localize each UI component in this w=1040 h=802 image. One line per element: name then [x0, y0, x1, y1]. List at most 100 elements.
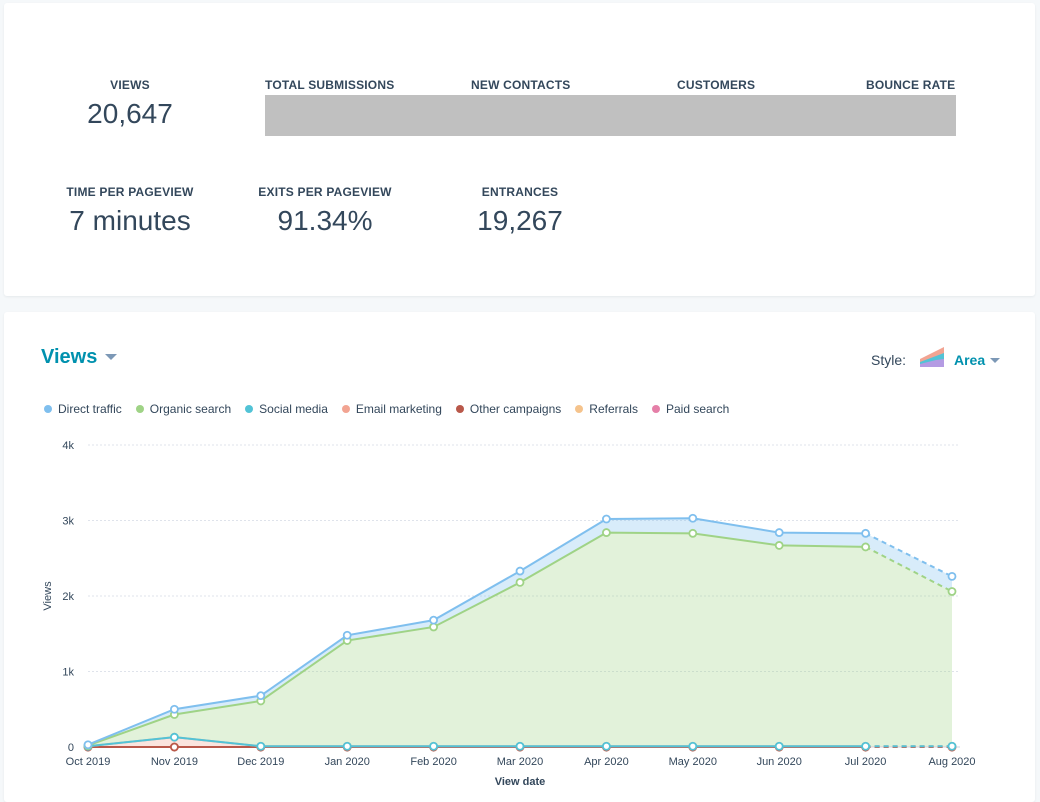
- x-tick-label: Jan 2020: [325, 756, 370, 768]
- kpi-entrances-label: ENTRANCES: [481, 185, 559, 199]
- kpi-views[interactable]: VIEWS 20,647: [80, 78, 180, 130]
- kpi-exits-per-pageview[interactable]: EXITS PER PAGEVIEW 91.34%: [255, 185, 395, 237]
- chevron-down-icon[interactable]: [105, 354, 117, 360]
- x-tick-label: Apr 2020: [584, 756, 629, 768]
- point-social-media: [688, 741, 698, 751]
- kpi-bounce-rate-label[interactable]: BOUNCE RATE: [866, 78, 956, 92]
- point-organic-search: [861, 542, 870, 552]
- point-direct-traffic: [602, 514, 611, 524]
- x-tick-label: May 2020: [669, 756, 717, 768]
- kpi-exits-per-pageview-value: 91.34%: [277, 205, 373, 236]
- point-social-media: [342, 741, 352, 751]
- kpi-summary-card: VIEWS 20,647 TOTAL SUBMISSIONS NEW CONTA…: [4, 3, 1035, 296]
- line-organic-search: [87, 531, 866, 747]
- point-direct-traffic: [169, 704, 179, 714]
- x-axis-title: View date: [495, 776, 546, 788]
- point-social-media: [602, 741, 611, 751]
- x-tick-label: Jul 2020: [845, 756, 887, 768]
- point-social-media: [947, 741, 957, 751]
- chart-legend: Direct traffic Organic search Social media…: [44, 402, 743, 416]
- point-organic-search: [515, 578, 525, 587]
- chevron-down-icon[interactable]: [990, 358, 1000, 363]
- point-organic-search: [774, 541, 784, 550]
- legend-dot-icon: [245, 405, 254, 413]
- legend-dot-icon: [575, 405, 584, 413]
- legend-dot-icon: [135, 405, 144, 413]
- point-direct-traffic: [515, 566, 525, 576]
- chart-title-dropdown[interactable]: Views: [41, 346, 98, 368]
- redacted-values-bar: [265, 95, 956, 136]
- area-direct-traffic: [88, 518, 952, 746]
- kpi-total-submissions-label[interactable]: TOTAL SUBMISSIONS: [265, 78, 395, 92]
- legend-item[interactable]: Direct traffic: [44, 402, 122, 416]
- kpi-entrances-value: 19,267: [477, 205, 563, 236]
- kpi-views-value: 20,647: [87, 98, 173, 129]
- kpi-customers-label[interactable]: CUSTOMERS: [677, 78, 756, 92]
- kpi-views-label: VIEWS: [110, 78, 150, 92]
- x-tick-label: Aug 2020: [928, 756, 975, 768]
- kpi-time-per-pageview[interactable]: TIME PER PAGEVIEW 7 minutes: [60, 185, 200, 237]
- legend-dot-icon: [44, 405, 52, 413]
- kpi-new-contacts-label[interactable]: NEW CONTACTS: [471, 78, 571, 92]
- legend-dot-icon: [455, 405, 464, 413]
- style-label: Style:: [871, 352, 907, 368]
- point-direct-traffic: [688, 513, 698, 523]
- line-organic-search-projection: [865, 546, 953, 593]
- style-dropdown[interactable]: Area: [954, 352, 986, 368]
- area-chart-icon[interactable]: [918, 345, 946, 369]
- legend-item[interactable]: Social media: [245, 402, 328, 416]
- point-social-media: [774, 741, 784, 751]
- line-social-media: [87, 736, 866, 748]
- legend-label: Social media: [259, 402, 328, 416]
- kpi-exits-per-pageview-label: EXITS PER PAGEVIEW: [258, 185, 392, 199]
- point-direct-traffic: [429, 615, 439, 625]
- point-social-media: [169, 732, 179, 742]
- legend-item[interactable]: Organic search: [135, 402, 232, 416]
- point-other-campaigns: [169, 742, 179, 752]
- point-direct-traffic: [83, 740, 93, 750]
- y-tick-label: 2k: [62, 591, 74, 603]
- point-organic-search: [947, 587, 957, 596]
- kpi-entrances[interactable]: ENTRANCES 19,267: [450, 185, 590, 237]
- point-organic-search: [688, 528, 698, 538]
- x-tick-label: Oct 2019: [66, 756, 111, 768]
- point-social-media: [429, 741, 439, 751]
- point-direct-traffic: [774, 528, 784, 537]
- x-tick-label: Feb 2020: [410, 756, 456, 768]
- point-organic-search: [602, 528, 611, 537]
- legend-label: Referrals: [589, 402, 638, 416]
- x-tick-label: Jun 2020: [757, 756, 802, 768]
- y-tick-label: 0: [68, 742, 74, 754]
- legend-label: Organic search: [149, 402, 232, 416]
- x-tick-label: Dec 2019: [237, 756, 284, 768]
- point-direct-traffic: [342, 630, 352, 640]
- y-axis-title: Views: [42, 581, 54, 611]
- point-direct-traffic: [947, 571, 957, 581]
- x-tick-label: Mar 2020: [497, 756, 543, 768]
- point-direct-traffic: [861, 528, 870, 538]
- y-tick-label: 4k: [62, 440, 74, 452]
- y-tick-label: 1k: [62, 667, 74, 679]
- legend-item[interactable]: Referrals: [575, 402, 638, 416]
- y-tick-label: 3k: [62, 516, 74, 528]
- legend-label: Other campaigns: [469, 402, 562, 416]
- legend-label: Paid search: [665, 402, 730, 416]
- views-area-chart: 0 1k 2k 3k 4k Oct 2019 Nov 2019 Dec 2019 Jan 202…: [42, 440, 976, 788]
- area-organic-search: [88, 532, 952, 747]
- x-tick-label: Nov 2019: [151, 756, 198, 768]
- kpi-time-per-pageview-value: 7 minutes: [69, 205, 191, 236]
- legend-dot-icon: [341, 405, 350, 413]
- legend-label: Direct traffic: [58, 402, 122, 416]
- point-direct-traffic: [256, 691, 266, 701]
- point-social-media: [515, 741, 525, 751]
- line-direct-traffic: [87, 517, 866, 746]
- views-chart-card: Views Style: Area Direct traffic Organic …: [4, 312, 1035, 802]
- legend-item[interactable]: Paid search: [651, 402, 730, 416]
- point-social-media: [256, 741, 266, 751]
- legend-dot-icon: [651, 405, 660, 413]
- legend-item[interactable]: Email marketing: [341, 402, 442, 416]
- line-direct-traffic-projection: [865, 532, 953, 578]
- point-social-media: [861, 741, 870, 751]
- legend-item[interactable]: Other campaigns: [455, 402, 562, 416]
- kpi-time-per-pageview-label: TIME PER PAGEVIEW: [66, 185, 194, 199]
